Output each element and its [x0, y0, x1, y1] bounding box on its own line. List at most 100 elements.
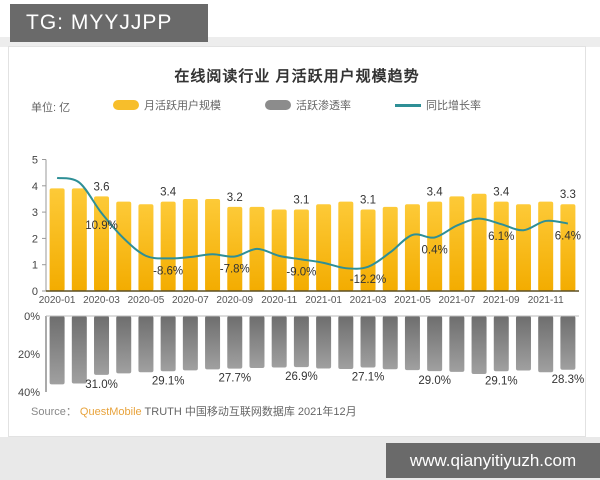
- x-tick-label: 2021-03: [350, 295, 387, 306]
- penetration-label: 31.0%: [85, 379, 118, 391]
- mau-value-label: 3.4: [160, 187, 177, 199]
- penetration-label: 28.3%: [552, 374, 585, 386]
- source-brand: QuestMobile: [79, 406, 142, 418]
- chart-title: 在线阅读行业 月活跃用户规模趋势: [174, 68, 420, 85]
- penetration-label: 27.1%: [352, 371, 385, 383]
- mau-value-label: 3.1: [293, 194, 309, 206]
- mau-bar: [515, 204, 531, 291]
- penetration-bar: [515, 316, 531, 371]
- penetration-label: 29.0%: [418, 375, 451, 387]
- mau-bar: [471, 193, 487, 291]
- yoy-growth-label: -9.0%: [286, 266, 316, 278]
- mau-bar: [316, 204, 332, 291]
- yoy-growth-label: 6.4%: [555, 231, 581, 243]
- penetration-bar: [182, 316, 198, 371]
- bottom-y-tick-label: 20%: [18, 349, 40, 361]
- penetration-bar: [49, 316, 65, 385]
- chart-card: 在线阅读行业 月活跃用户规模趋势 单位: 亿 月活跃用户规模 活跃渗透率 同比增…: [8, 46, 586, 437]
- mau-bar: [538, 201, 554, 291]
- website-url-text: www.qianyitiyuzh.com: [409, 451, 577, 470]
- mau-bar: [449, 196, 465, 291]
- penetration-label: 29.1%: [485, 375, 518, 387]
- mau-bar: [404, 204, 420, 291]
- yoy-growth-label: -7.8%: [220, 264, 250, 276]
- mau-bar: [71, 188, 87, 291]
- legend-mau-label: 月活跃用户规模: [144, 100, 221, 112]
- penetration-bar: [404, 316, 420, 371]
- x-tick-label: 2021-01: [305, 295, 342, 306]
- legend-item-growth: 同比增长率: [395, 97, 481, 113]
- x-tick-label: 2020-03: [83, 295, 120, 306]
- penetration-bar: [205, 316, 221, 370]
- x-tick-label: 2020-09: [216, 295, 253, 306]
- mau-bar: [205, 198, 221, 291]
- x-tick-label: 2020-11: [261, 295, 297, 306]
- penetration-bar: [360, 316, 376, 368]
- mau-value-label: 3.4: [427, 187, 444, 199]
- penetration-bar: [560, 316, 576, 370]
- dual-bar-line-chart: 5 4 3 2 1 0 0% 20% 40% 3.6 3.4 3.2 3.1 3.1 3.4 3.4 3.3 20…: [18, 155, 585, 400]
- penetration-bar: [471, 316, 487, 374]
- yoy-growth-label: -12.2%: [350, 274, 386, 286]
- legend-item-mau: 月活跃用户规模: [113, 97, 221, 113]
- mau-value-label: 3.3: [560, 189, 576, 201]
- penetration-legend-swatch-icon: [265, 100, 291, 110]
- bottom-y-tick-label: 0%: [24, 311, 40, 323]
- mau-value-label: 3.2: [227, 192, 243, 204]
- penetration-label: 26.9%: [285, 371, 318, 383]
- mau-bar: [493, 201, 509, 291]
- unit-label: 单位: 亿: [31, 102, 71, 114]
- penetration-bar: [249, 316, 265, 369]
- yoy-growth-label: 6.1%: [488, 231, 514, 243]
- source-line: Source： QuestMobile TRUTH 中国移动互联网数据库 202…: [31, 403, 357, 419]
- growth-legend-line-icon: [395, 103, 421, 107]
- mau-bar: [49, 188, 65, 291]
- penetration-bar: [493, 316, 509, 372]
- telegram-tag-watermark: TG: MYYJJPP: [10, 4, 208, 42]
- telegram-tag-text: TG: MYYJJPP: [26, 11, 173, 34]
- penetration-bar: [427, 316, 443, 372]
- mau-bar: [160, 201, 176, 291]
- mau-bar: [271, 209, 287, 291]
- top-y-tick-label: 0: [32, 286, 38, 298]
- penetration-bar: [160, 316, 176, 372]
- penetration-bar: [449, 316, 465, 372]
- x-tick-label: 2021-05: [394, 295, 431, 306]
- mau-bar: [360, 209, 376, 291]
- website-watermark: www.qianyitiyuzh.com: [386, 443, 600, 478]
- page-divider-band: [0, 37, 600, 47]
- top-y-tick-label: 5: [32, 155, 38, 167]
- x-tick-label: 2021-11: [528, 295, 564, 306]
- penetration-bar: [382, 316, 398, 370]
- mau-bar: [227, 206, 243, 291]
- x-tick-label: 2021-09: [483, 295, 520, 306]
- penetration-bar: [138, 316, 154, 373]
- top-y-tick-label: 2: [32, 233, 38, 245]
- mau-bar: [94, 196, 110, 291]
- penetration-bar: [316, 316, 332, 369]
- x-tick-label: 2020-05: [128, 295, 165, 306]
- penetration-label: 29.1%: [152, 375, 185, 387]
- legend-penetration-label: 活跃渗透率: [296, 100, 351, 112]
- legend-item-penetration: 活跃渗透率: [265, 97, 351, 113]
- mau-bar: [382, 206, 398, 291]
- penetration-bar: [271, 316, 287, 368]
- yoy-growth-line: [56, 176, 569, 270]
- x-tick-label: 2021-07: [439, 295, 476, 306]
- legend: 月活跃用户规模 活跃渗透率 同比增长率: [9, 97, 585, 113]
- penetration-bar: [293, 316, 309, 368]
- penetration-bar: [538, 316, 554, 373]
- x-tick-label: 2020-01: [39, 295, 76, 306]
- mau-legend-swatch-icon: [113, 100, 139, 110]
- penetration-bar: [94, 316, 110, 375]
- mau-bar: [138, 204, 154, 291]
- bottom-y-tick-label: 40%: [18, 387, 40, 399]
- yoy-growth-label: 0.4%: [422, 244, 448, 256]
- source-prefix: Source：: [31, 406, 77, 418]
- penetration-bar: [338, 316, 354, 370]
- penetration-bar: [227, 316, 243, 369]
- mau-value-label: 3.1: [360, 194, 376, 206]
- top-y-tick-label: 4: [32, 181, 38, 193]
- penetration-bar: [71, 316, 87, 384]
- mau-bar: [116, 201, 132, 291]
